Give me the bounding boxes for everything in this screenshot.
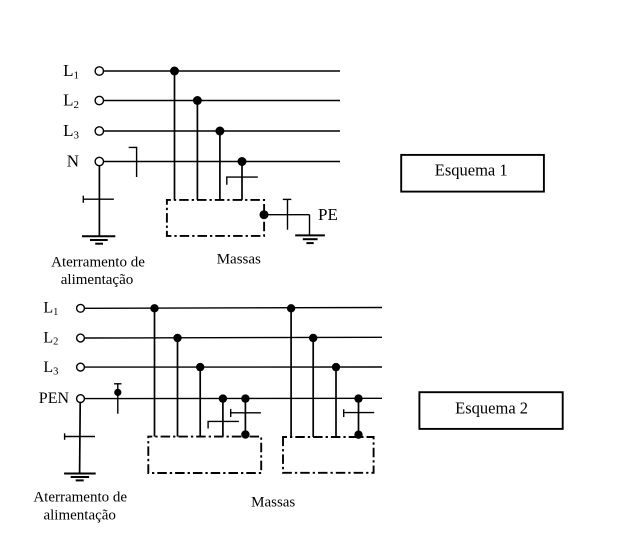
svg-text:Aterramento de: Aterramento de: [33, 490, 127, 506]
svg-text:PEN: PEN: [39, 390, 70, 407]
svg-text:PE: PE: [318, 205, 338, 224]
svg-text:Massas: Massas: [217, 252, 261, 268]
svg-text:Esquema 1: Esquema 1: [435, 161, 508, 180]
svg-text:N: N: [67, 152, 79, 171]
svg-text:Massas: Massas: [251, 495, 295, 511]
svg-text:alimentação: alimentação: [43, 507, 115, 523]
svg-text:alimentação: alimentação: [61, 272, 133, 288]
svg-text:Esquema 2: Esquema 2: [455, 398, 528, 417]
svg-text:Aterramento de: Aterramento de: [51, 254, 145, 270]
